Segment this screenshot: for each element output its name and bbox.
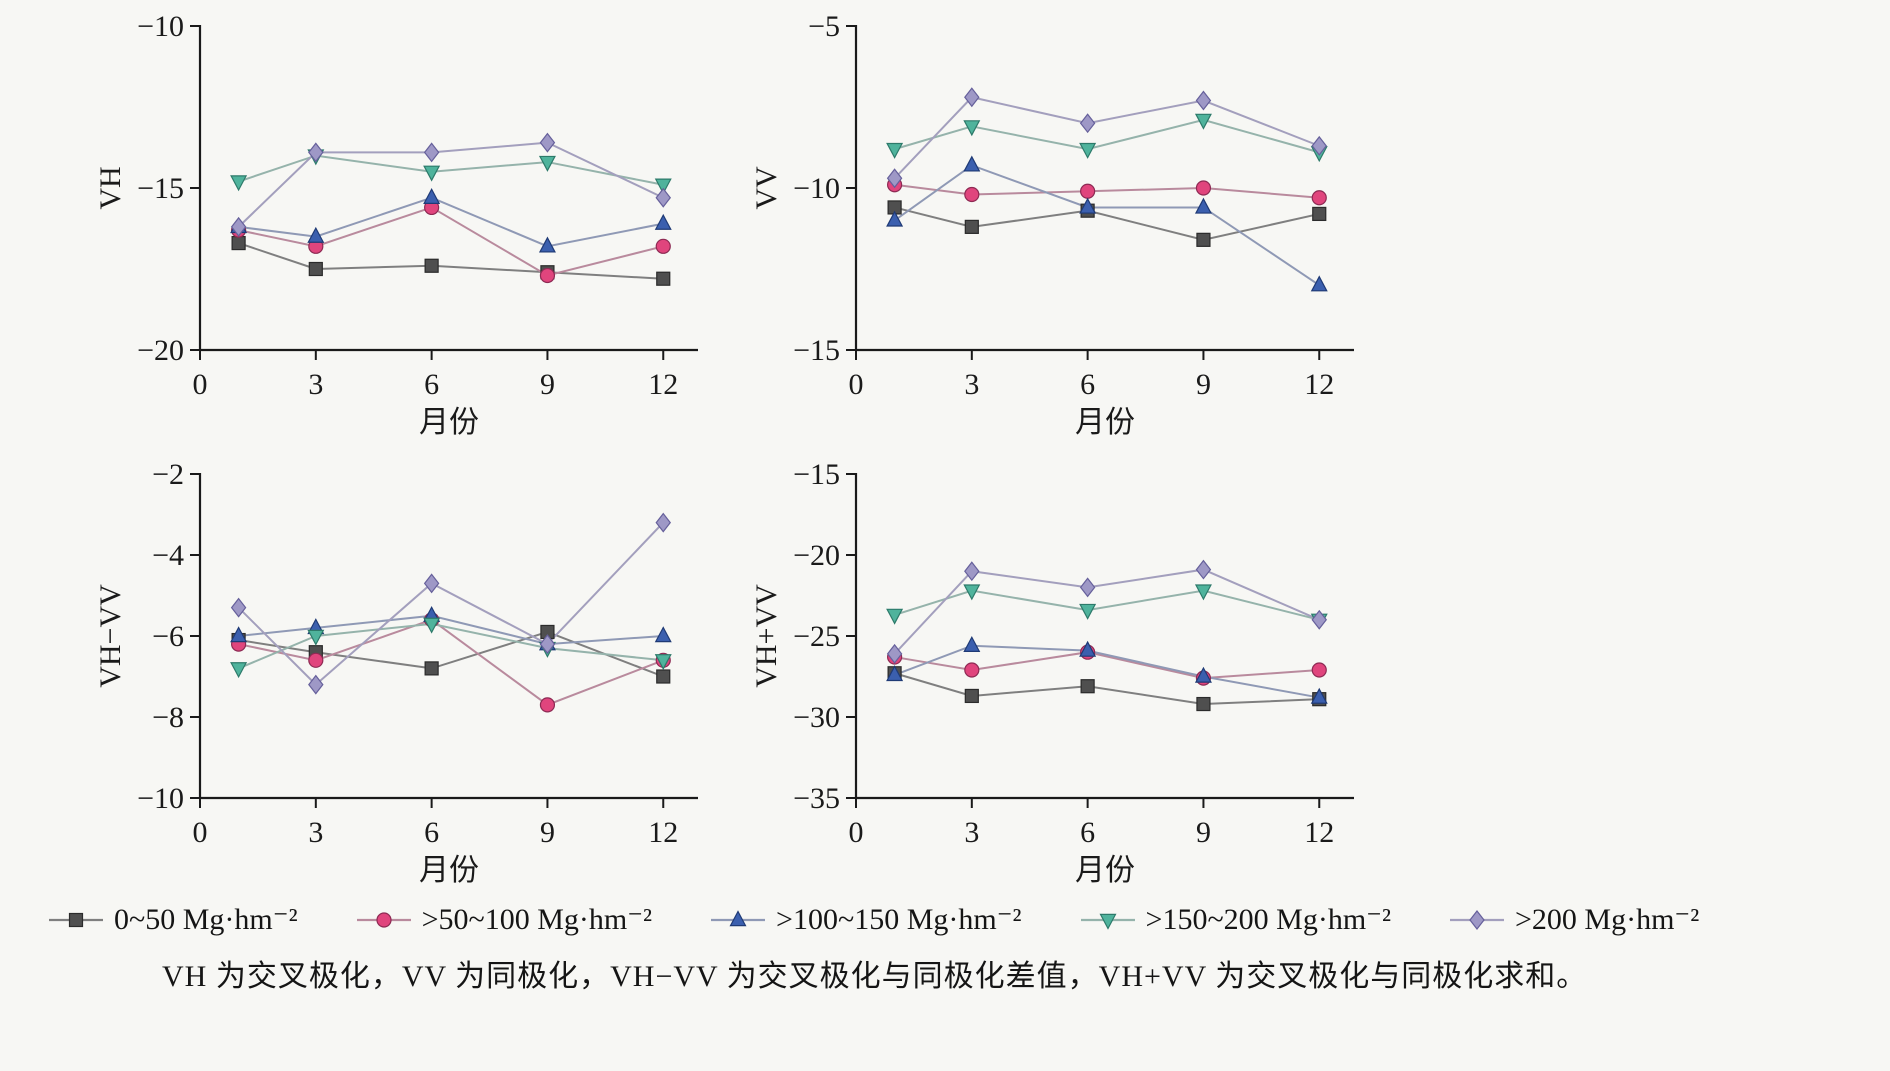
legend-label: >100~150 Mg·hm⁻² (776, 903, 1022, 936)
svg-text:−15: −15 (137, 172, 184, 205)
svg-text:月份: 月份 (419, 406, 479, 438)
svg-text:月份: 月份 (1075, 406, 1135, 438)
triangle-up-marker-icon (711, 909, 766, 926)
svg-text:−2: −2 (152, 458, 184, 491)
vv-plot: −5 −10 −15 0 3 6 9 12 月份 VV (750, 10, 1354, 438)
svg-text:−8: −8 (152, 701, 184, 734)
vh-plus-vv-plot: −15 −20 −25 −30 −35 0 3 6 9 12 月份 VH+VV (750, 458, 1354, 886)
svg-text:3: 3 (964, 816, 979, 849)
svg-text:−20: −20 (793, 539, 840, 572)
svg-text:12: 12 (648, 816, 678, 849)
svg-text:−20: −20 (137, 334, 184, 367)
svg-text:−6: −6 (152, 620, 184, 653)
svg-text:9: 9 (1196, 368, 1211, 401)
svg-text:12: 12 (1304, 368, 1334, 401)
svg-text:−15: −15 (793, 458, 840, 491)
vh-plot: −10 −15 −20 0 3 6 9 12 月份 VH (94, 10, 698, 438)
legend-item-100-150: >100~150 Mg·hm⁻² (710, 902, 1022, 937)
legend-label: >200 Mg·hm⁻² (1515, 903, 1700, 936)
svg-text:−25: −25 (793, 620, 840, 653)
legend-label: >150~200 Mg·hm⁻² (1145, 903, 1392, 936)
svg-text:VH+VV: VH+VV (750, 584, 783, 688)
svg-text:6: 6 (1080, 368, 1095, 401)
svg-text:月份: 月份 (1075, 854, 1135, 886)
svg-text:6: 6 (1080, 816, 1095, 849)
diamond-marker-icon (1450, 909, 1505, 930)
svg-text:−10: −10 (793, 172, 840, 205)
legend-item-200-plus: >200 Mg·hm⁻² (1449, 902, 1699, 937)
legend: 0~50 Mg·hm⁻² >50~100 Mg·hm⁻² >100~150 Mg… (48, 902, 1890, 937)
svg-text:12: 12 (1304, 816, 1334, 849)
svg-text:VH: VH (94, 166, 127, 209)
svg-text:VH−VV: VH−VV (94, 584, 127, 688)
svg-text:9: 9 (540, 368, 555, 401)
svg-text:0: 0 (849, 816, 864, 849)
chart-vv: −5 −10 −15 0 3 6 9 12 月份 VV (740, 8, 1380, 438)
svg-text:3: 3 (308, 368, 323, 401)
svg-text:6: 6 (424, 816, 439, 849)
figure-caption: VH 为交叉极化，VV 为同极化，VH−VV 为交叉极化与同极化差值，VH+VV… (162, 960, 1588, 993)
svg-text:0: 0 (193, 368, 208, 401)
vh-minus-vv-plot: −2 −4 −6 −8 −10 0 3 6 9 12 月份 VH−VV (94, 458, 698, 886)
svg-text:9: 9 (1196, 816, 1211, 849)
triangle-down-marker-icon (1080, 913, 1135, 930)
svg-text:−15: −15 (793, 334, 840, 367)
svg-text:3: 3 (964, 368, 979, 401)
chart-vh-minus-vv: −2 −4 −6 −8 −10 0 3 6 9 12 月份 VH−VV (84, 456, 724, 886)
svg-text:月份: 月份 (419, 854, 479, 886)
chart-vh-plus-vv: −15 −20 −25 −30 −35 0 3 6 9 12 月份 VH+VV (740, 456, 1380, 886)
svg-text:−4: −4 (152, 539, 184, 572)
svg-text:3: 3 (308, 816, 323, 849)
svg-text:9: 9 (540, 816, 555, 849)
svg-text:−10: −10 (137, 10, 184, 43)
svg-text:0: 0 (193, 816, 208, 849)
svg-text:−35: −35 (793, 782, 840, 815)
svg-text:6: 6 (424, 368, 439, 401)
svg-text:−5: −5 (808, 10, 840, 43)
legend-item-150-200: >150~200 Mg·hm⁻² (1080, 902, 1391, 937)
svg-text:−10: −10 (137, 782, 184, 815)
svg-text:0: 0 (849, 368, 864, 401)
svg-text:VV: VV (750, 166, 783, 210)
square-marker-icon (49, 912, 103, 927)
circle-marker-icon (356, 911, 411, 928)
legend-label: >50~100 Mg·hm⁻² (421, 903, 653, 936)
legend-label: 0~50 Mg·hm⁻² (114, 903, 298, 936)
charts-grid: −10 −15 −20 0 3 6 9 12 月份 VH −5 −10 −15 0 3 6 9 12 月份 VV −… (84, 8, 1890, 886)
chart-vh: −10 −15 −20 0 3 6 9 12 月份 VH (84, 8, 724, 438)
legend-item-50-100: >50~100 Mg·hm⁻² (356, 902, 652, 937)
svg-text:12: 12 (648, 368, 678, 401)
svg-text:−30: −30 (793, 701, 840, 734)
legend-item-0-50: 0~50 Mg·hm⁻² (48, 902, 298, 937)
